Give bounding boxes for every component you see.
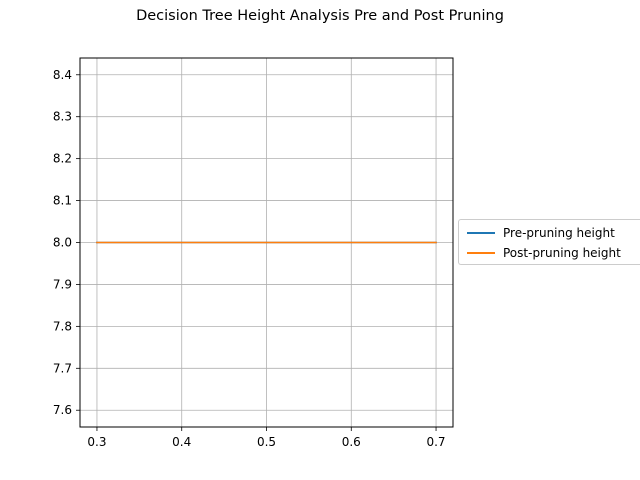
y-tick-label: 8.3 xyxy=(53,110,72,124)
legend-swatch-pre xyxy=(467,232,495,234)
x-tick-label: 0.7 xyxy=(426,435,445,449)
y-tick-label: 7.6 xyxy=(53,403,72,417)
y-tick-label: 7.8 xyxy=(53,319,72,333)
y-tick-label: 8.4 xyxy=(53,68,72,82)
y-tick-label: 7.9 xyxy=(53,277,72,291)
y-tick-label: 7.7 xyxy=(53,361,72,375)
x-tick-label: 0.4 xyxy=(172,435,191,449)
legend-item-pre: Pre-pruning height xyxy=(467,225,615,241)
tick-layer: 0.3 0.4 0.5 0.6 0.7 7.6 7.7 7.8 7.9 8.0 8.1 8.2 8.3 8… xyxy=(53,68,446,449)
legend-label-pre: Pre-pruning height xyxy=(503,226,615,240)
legend-swatch-post xyxy=(467,252,495,254)
legend-label-post: Post-pruning height xyxy=(503,246,621,260)
legend-item-post: Post-pruning height xyxy=(467,245,621,261)
y-tick-label: 8.0 xyxy=(53,236,72,250)
y-tick-label: 8.1 xyxy=(53,194,72,208)
y-tick-label: 8.2 xyxy=(53,152,72,166)
x-tick-label: 0.6 xyxy=(342,435,361,449)
chart-title: Decision Tree Height Analysis Pre and Po… xyxy=(136,8,504,24)
x-tick-label: 0.5 xyxy=(257,435,276,449)
legend: Pre-pruning height Post-pruning height xyxy=(458,219,640,265)
x-tick-label: 0.3 xyxy=(87,435,106,449)
